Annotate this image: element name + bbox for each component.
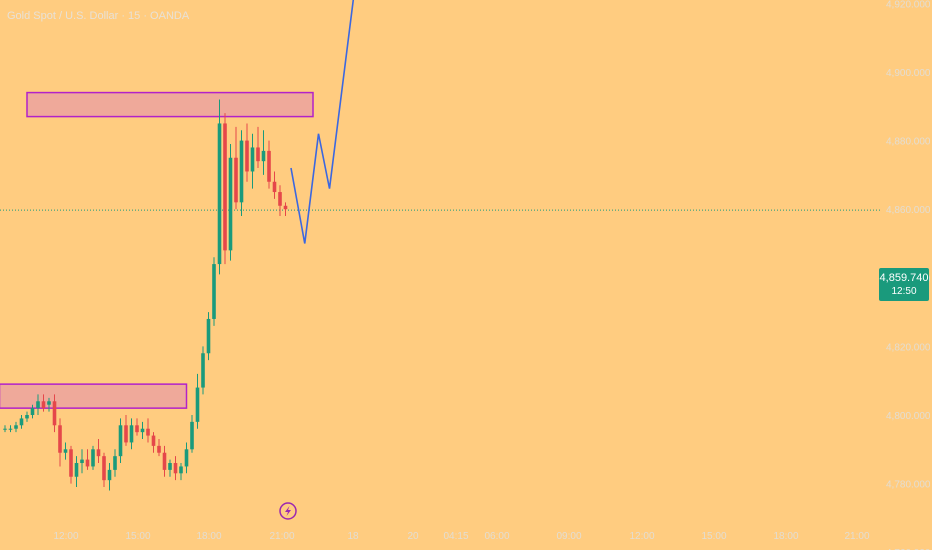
- candle-body: [228, 157, 233, 251]
- x-tick-label: 20: [407, 531, 419, 542]
- y-tick-label: 4,900.000: [886, 68, 931, 79]
- candle-body: [239, 140, 244, 203]
- candle-body: [245, 140, 249, 172]
- lightning-icon: [285, 506, 291, 516]
- zone-rect[interactable]: [0, 383, 188, 409]
- candle-body: [47, 401, 51, 405]
- x-tick-label: 18:00: [773, 531, 798, 542]
- x-tick-label: 09:00: [556, 531, 581, 542]
- candle-body: [206, 318, 211, 354]
- candle-body: [74, 463, 79, 477]
- candle-body: [14, 425, 18, 429]
- zone-rect[interactable]: [26, 91, 314, 118]
- candle-body: [146, 428, 150, 436]
- y-tick-label: 4,820.000: [886, 342, 931, 353]
- candle-body: [63, 449, 68, 453]
- candle-body: [267, 150, 271, 182]
- candle-body: [283, 205, 288, 210]
- candle-body: [36, 401, 40, 409]
- candle-body: [30, 408, 35, 415]
- candles: [3, 99, 288, 491]
- candle-body: [118, 425, 123, 457]
- candle-body: [179, 466, 183, 474]
- candle-body: [195, 387, 200, 422]
- candle-body: [124, 425, 128, 443]
- candle-body: [19, 418, 24, 426]
- candle-body: [190, 421, 194, 450]
- candle-body: [80, 459, 84, 464]
- time-axis[interactable]: 12:00 15:00 18:00 21:00 18 20 04:15 06:00 09:00 1…: [53, 531, 869, 542]
- x-tick-label: 15:00: [701, 531, 726, 542]
- candle-body: [102, 456, 106, 481]
- candle-body: [217, 123, 222, 265]
- support-resistance-zones[interactable]: [0, 91, 314, 409]
- candle-body: [223, 123, 227, 251]
- candle-body: [157, 445, 161, 453]
- projection-path[interactable]: [290, 0, 361, 244]
- candle-body: [96, 449, 101, 457]
- bar-countdown: 12:50: [891, 286, 917, 297]
- candle-body: [261, 150, 266, 162]
- candle-body: [69, 449, 73, 477]
- candle-body: [91, 449, 95, 467]
- x-tick-label: 12:00: [629, 531, 654, 542]
- y-tick-label: 4,920.000: [886, 0, 931, 10]
- candle-body: [135, 425, 139, 433]
- last-price-badge: 4,859.740 12:50: [879, 268, 929, 301]
- projection-line[interactable]: [290, 0, 360, 244]
- candle-body: [162, 452, 167, 470]
- chart-title: Gold Spot / U.S. Dollar · 15 · OANDA: [7, 10, 190, 22]
- candle-body: [129, 425, 134, 443]
- event-marker[interactable]: [279, 502, 297, 520]
- y-tick-label: 4,780.000: [886, 480, 931, 491]
- x-tick-label: 15:00: [125, 531, 150, 542]
- x-tick-label: 18:00: [196, 531, 221, 542]
- candle-body: [151, 435, 156, 446]
- candle-body: [234, 157, 238, 203]
- candle-body: [113, 456, 117, 470]
- candle-body: [3, 428, 7, 430]
- candle-body: [250, 147, 255, 172]
- candle-body: [184, 449, 189, 467]
- candle-body: [272, 181, 277, 193]
- candle-body: [278, 192, 282, 206]
- x-tick-label: 18: [347, 531, 359, 542]
- candle-body: [140, 428, 145, 433]
- candle-body: [58, 425, 62, 453]
- candle-body: [41, 401, 46, 409]
- candle-body: [201, 353, 205, 388]
- x-tick-label: 21:00: [269, 531, 294, 542]
- x-tick-label: 12:00: [53, 531, 78, 542]
- x-tick-label: 04:15: [443, 531, 468, 542]
- x-tick-label: 21:00: [844, 531, 869, 542]
- candle-body: [85, 459, 90, 467]
- candle-body: [168, 463, 172, 470]
- candle-body: [25, 415, 29, 419]
- candle-body: [52, 401, 57, 426]
- candle-body: [256, 147, 260, 162]
- y-tick-label: 4,880.000: [886, 137, 931, 148]
- candle-body: [107, 469, 112, 481]
- y-tick-label: 4,800.000: [886, 411, 931, 422]
- y-tick-label: 4,860.000: [886, 205, 931, 216]
- y-tick-label: 4,760.000: [886, 548, 931, 550]
- candle-body: [8, 428, 13, 430]
- last-price-value: 4,859.740: [879, 272, 929, 284]
- candle-body: [212, 264, 216, 319]
- x-tick-label: 06:00: [484, 531, 509, 542]
- candle-body: [173, 463, 178, 474]
